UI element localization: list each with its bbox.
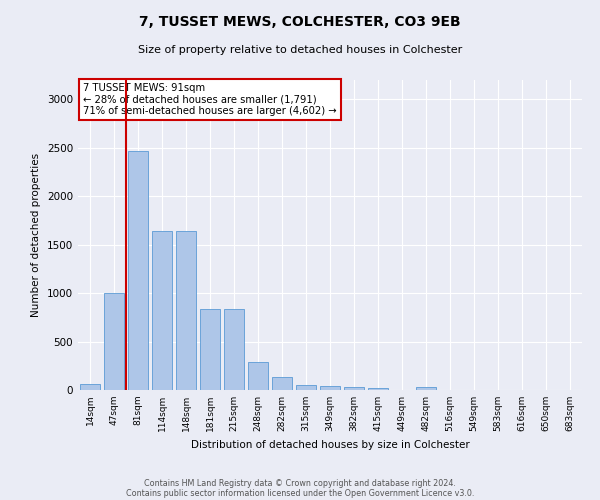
Bar <box>272 377 292 390</box>
Bar <box>296 384 316 390</box>
Bar <box>152 231 172 390</box>
Bar <box>176 231 196 390</box>
Text: 7, TUSSET MEWS, COLCHESTER, CO3 9EB: 7, TUSSET MEWS, COLCHESTER, CO3 9EB <box>139 15 461 29</box>
Text: Contains public sector information licensed under the Open Government Licence v3: Contains public sector information licen… <box>126 488 474 498</box>
Bar <box>248 362 268 390</box>
Bar <box>200 308 220 390</box>
Bar <box>128 150 148 390</box>
Bar <box>224 308 244 390</box>
Y-axis label: Number of detached properties: Number of detached properties <box>31 153 41 317</box>
Bar <box>104 293 124 390</box>
Text: Contains HM Land Registry data © Crown copyright and database right 2024.: Contains HM Land Registry data © Crown c… <box>144 478 456 488</box>
Text: 7 TUSSET MEWS: 91sqm
← 28% of detached houses are smaller (1,791)
71% of semi-de: 7 TUSSET MEWS: 91sqm ← 28% of detached h… <box>83 83 337 116</box>
X-axis label: Distribution of detached houses by size in Colchester: Distribution of detached houses by size … <box>191 440 469 450</box>
Bar <box>320 386 340 390</box>
Bar <box>344 386 364 390</box>
Text: Size of property relative to detached houses in Colchester: Size of property relative to detached ho… <box>138 45 462 55</box>
Bar <box>80 384 100 390</box>
Bar <box>368 388 388 390</box>
Bar <box>416 388 436 390</box>
